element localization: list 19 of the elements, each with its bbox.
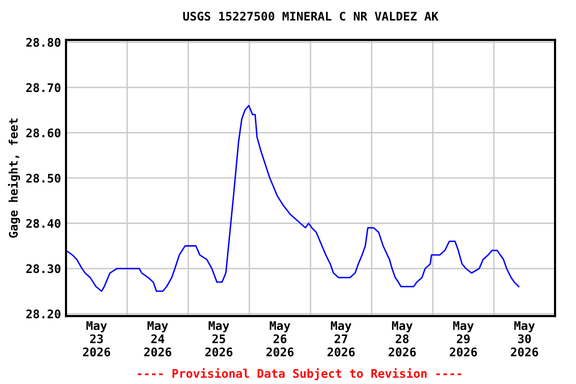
x-tick-label: May 29 2026 bbox=[450, 321, 477, 356]
x-tick-label: May 23 2026 bbox=[83, 321, 110, 356]
y-tick-label: 28.70 bbox=[26, 83, 60, 92]
y-tick-label: 28.50 bbox=[26, 174, 60, 183]
x-tick-label: May 27 2026 bbox=[328, 321, 355, 356]
x-tick-label: May 26 2026 bbox=[266, 321, 294, 356]
chart-title: USGS 15227500 MINERAL C NR VALDEZ AK bbox=[183, 12, 438, 21]
x-tick-label: May 28 2026 bbox=[388, 321, 416, 356]
x-tick-label: May 24 2026 bbox=[144, 321, 172, 356]
y-tick-label: 28.60 bbox=[26, 128, 60, 138]
line-series bbox=[66, 104, 520, 292]
y-axis-title: Gage height, feet bbox=[8, 118, 20, 238]
y-tick-label: 28.20 bbox=[26, 309, 60, 318]
y-tick-label: 28.40 bbox=[26, 218, 60, 228]
x-tick-label: May 30 2026 bbox=[510, 321, 538, 356]
text: ---- Provisional Data Subject to Revision ---- bbox=[138, 368, 462, 380]
y-tick-label: 28.30 bbox=[26, 264, 60, 274]
y-tick-label: 28.80 bbox=[26, 38, 60, 47]
x-tick-label: May 25 2026 bbox=[205, 321, 232, 356]
